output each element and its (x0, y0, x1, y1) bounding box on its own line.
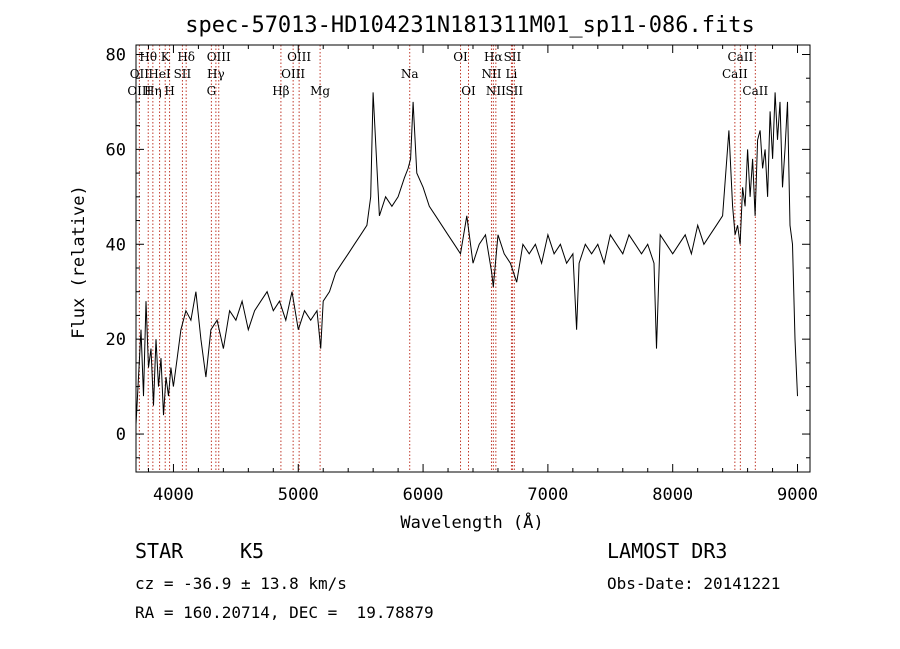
spectral-line-label: NII (481, 67, 501, 81)
spectral-line-label: Mg (310, 84, 330, 98)
x-tick-label: 4000 (153, 485, 194, 505)
y-tick-label: 60 (106, 140, 126, 160)
spectral-line-label: CaII (742, 84, 768, 98)
x-tick-label: 5000 (278, 485, 319, 505)
observation-date: Obs-Date: 20141221 (607, 574, 781, 593)
y-tick-label: 0 (116, 425, 126, 445)
y-tick-label: 20 (106, 330, 126, 350)
object-class: STAR (135, 539, 184, 563)
spectral-line-label: OIII (281, 67, 305, 81)
spectral-line-label: K (161, 50, 171, 64)
spectral-line-label: HeI (148, 67, 171, 81)
spectral-line-label: H (164, 84, 174, 98)
axis-ticks: 4000 5000 6000 7000 8000 9000 0 20 40 60 80 (106, 45, 818, 505)
spectral-line-markers (138, 45, 756, 472)
spectral-line-label: Na (401, 67, 419, 81)
spectral-line-label: Hη (144, 84, 162, 98)
x-axis-label: Wavelength (Å) (400, 511, 543, 533)
spectral-line-label: G (207, 84, 217, 98)
spectral-line-label: Hθ (139, 50, 157, 64)
x-tick-label: 9000 (777, 485, 818, 505)
y-tick-label: 80 (106, 45, 126, 65)
y-axis-label: Flux (relative) (69, 185, 89, 339)
spectral-line-label: SII (504, 50, 522, 64)
spectral-line-label: CaII (727, 50, 753, 64)
chart-title: spec-57013-HD104231N181311M01_sp11-086.f… (185, 13, 755, 38)
spectral-line-label: SII (505, 84, 523, 98)
spectral-line-label: Hα (484, 50, 503, 64)
spectral-line-label: OI (453, 50, 468, 64)
redshift-cz: cz = -36.9 ± 13.8 km/s (135, 574, 347, 593)
y-tick-label: 40 (106, 235, 126, 255)
ra-dec-coordinates: RA = 160.20714, DEC = 19.78879 (135, 603, 434, 622)
spectral-line-label: OIII (127, 84, 151, 98)
spectrum-line (135, 92, 798, 425)
spectral-line-label: OIII (287, 50, 311, 64)
spectral-line-label: OI (461, 84, 476, 98)
spectral-line-label: Hγ (207, 67, 225, 81)
x-tick-label: 8000 (652, 485, 693, 505)
survey-name: LAMOST DR3 (607, 539, 728, 563)
object-subclass: K5 (240, 539, 265, 563)
x-tick-label: 7000 (527, 485, 568, 505)
spectral-line-label: Li (506, 67, 518, 81)
spectral-line-label: Hδ (177, 50, 195, 64)
plot-frame (135, 44, 811, 473)
spectral-line-label: OII (130, 67, 150, 81)
spectral-line-label: CaII (722, 67, 748, 81)
spectral-line-label: NII (486, 84, 506, 98)
spectral-line-label: SII (174, 67, 192, 81)
spectral-line-label: OIII (207, 50, 231, 64)
x-tick-label: 6000 (403, 485, 444, 505)
spectral-line-label: Hβ (272, 84, 289, 98)
spectrum-series (135, 92, 798, 425)
